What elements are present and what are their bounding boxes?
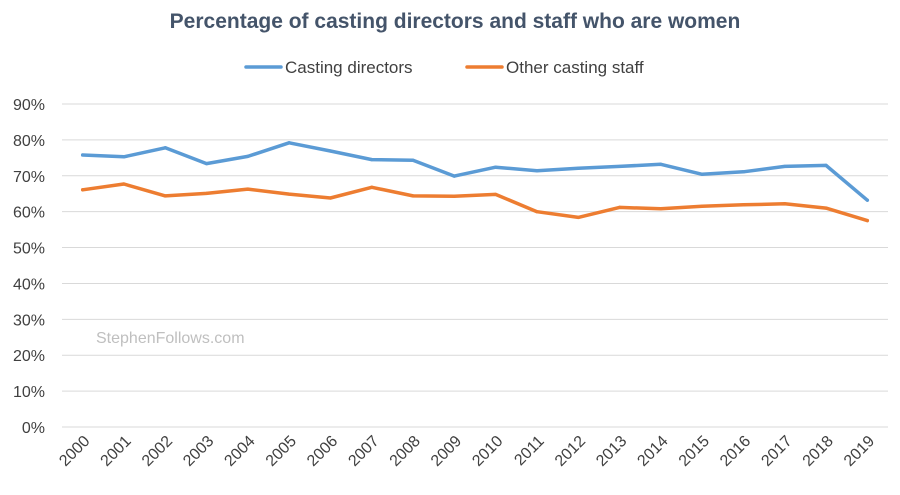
- data-point-other-casting-staff: [865, 219, 869, 223]
- x-tick-label: 2011: [511, 433, 547, 469]
- data-point-casting-directors: [163, 146, 167, 150]
- x-tick-label: 2010: [469, 433, 506, 470]
- series-line-casting-directors: [80, 141, 870, 202]
- data-point-other-casting-staff: [287, 192, 291, 196]
- data-point-casting-directors: [204, 161, 209, 166]
- series-line-other-casting-staff: [80, 182, 870, 223]
- legend-label-casting-directors: Casting directors: [285, 58, 413, 77]
- data-point-other-casting-staff: [122, 182, 126, 186]
- x-tick-label: 2019: [841, 433, 878, 470]
- data-point-casting-directors: [287, 141, 291, 145]
- data-point-casting-directors: [81, 153, 85, 157]
- x-tick-label: 2000: [56, 433, 93, 470]
- x-tick-label: 2006: [304, 433, 341, 470]
- gridlines: [62, 103, 888, 428]
- data-point-other-casting-staff: [617, 205, 622, 209]
- x-tick-label: 2016: [717, 433, 754, 470]
- y-tick-label: 40%: [13, 276, 45, 293]
- y-tick-label: 70%: [13, 169, 45, 186]
- legend: Casting directors Other casting staff: [244, 58, 644, 77]
- data-point-other-casting-staff: [576, 215, 580, 220]
- data-point-casting-directors: [328, 149, 333, 153]
- y-tick-label: 30%: [13, 312, 45, 329]
- data-point-casting-directors: [741, 170, 746, 174]
- data-point-casting-directors: [494, 165, 498, 169]
- data-point-other-casting-staff: [741, 203, 746, 207]
- data-point-other-casting-staff: [163, 194, 167, 198]
- x-tick-label: 2015: [676, 433, 713, 470]
- y-tick-label: 0%: [22, 420, 45, 437]
- data-point-casting-directors: [659, 162, 663, 166]
- data-point-casting-directors: [246, 154, 250, 158]
- data-point-casting-directors: [535, 169, 539, 173]
- x-tick-label: 2003: [180, 433, 217, 470]
- x-tick-label: 2012: [552, 433, 589, 470]
- x-tick-label: 2005: [263, 433, 300, 470]
- data-point-other-casting-staff: [700, 204, 704, 208]
- data-point-other-casting-staff: [824, 206, 828, 210]
- x-tick-label: 2002: [139, 433, 176, 470]
- x-tick-label: 2009: [428, 433, 465, 470]
- data-point-other-casting-staff: [411, 194, 415, 198]
- series: [80, 141, 870, 223]
- x-tick-label: 2018: [800, 433, 837, 470]
- data-point-other-casting-staff: [204, 191, 209, 195]
- watermark: StephenFollows.com: [96, 330, 245, 347]
- x-tick-label: 2014: [634, 433, 671, 470]
- data-point-other-casting-staff: [494, 192, 498, 197]
- x-tick-label: 2013: [593, 433, 630, 470]
- y-tick-label: 10%: [13, 384, 45, 401]
- data-point-casting-directors: [452, 174, 456, 178]
- y-tick-label: 90%: [13, 97, 45, 114]
- x-tick-label: 2008: [387, 433, 424, 470]
- data-point-casting-directors: [576, 166, 580, 170]
- data-point-casting-directors: [865, 198, 869, 202]
- legend-label-other-casting-staff: Other casting staff: [506, 58, 644, 77]
- data-point-casting-directors: [122, 155, 126, 159]
- y-tick-label: 80%: [13, 133, 45, 150]
- data-point-casting-directors: [824, 163, 828, 167]
- x-axis-ticks: 2000 2001 2002 2003 2004 2005 2006 2007 2008 2009…: [56, 433, 878, 470]
- data-point-casting-directors: [783, 164, 787, 169]
- data-point-other-casting-staff: [659, 207, 663, 211]
- data-point-other-casting-staff: [535, 210, 539, 214]
- data-point-casting-directors: [411, 158, 415, 162]
- chart-title: Percentage of casting directors and staf…: [170, 10, 741, 33]
- x-tick-label: 2004: [221, 433, 258, 470]
- y-axis-ticks: 0% 10% 20% 30% 40% 50% 60% 70% 80% 90%: [13, 97, 45, 437]
- y-tick-label: 20%: [13, 348, 45, 365]
- x-tick-label: 2007: [345, 433, 382, 470]
- data-point-other-casting-staff: [328, 196, 333, 200]
- y-tick-label: 50%: [13, 241, 45, 258]
- y-tick-label: 60%: [13, 205, 45, 222]
- data-point-other-casting-staff: [452, 194, 456, 198]
- data-point-casting-directors: [370, 158, 374, 162]
- data-point-other-casting-staff: [81, 188, 85, 192]
- data-point-other-casting-staff: [246, 187, 250, 191]
- data-point-other-casting-staff: [783, 202, 787, 206]
- x-tick-label: 2017: [758, 433, 795, 470]
- data-point-casting-directors: [700, 172, 704, 176]
- x-tick-label: 2001: [98, 433, 135, 470]
- data-point-casting-directors: [617, 164, 622, 169]
- data-point-other-casting-staff: [370, 185, 374, 189]
